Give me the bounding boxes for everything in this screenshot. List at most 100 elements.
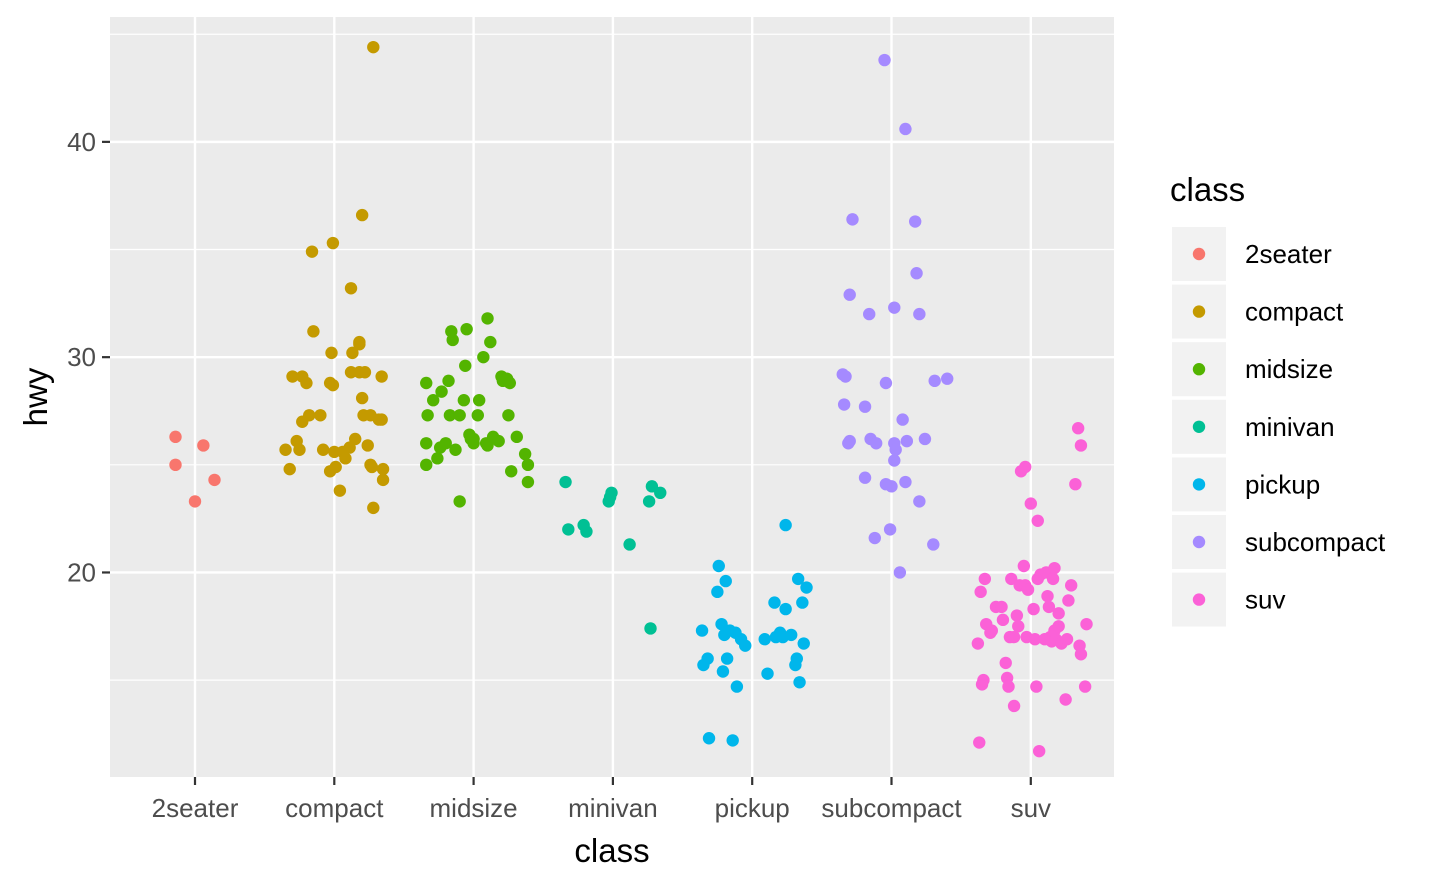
data-point <box>503 376 517 390</box>
data-point <box>726 734 739 747</box>
data-point <box>358 366 372 379</box>
data-point <box>472 394 486 407</box>
x-tick-label: subcompact <box>821 793 962 823</box>
data-point <box>1002 680 1015 693</box>
data-point <box>927 538 940 551</box>
x-tick-label: pickup <box>715 793 790 823</box>
data-point <box>1041 589 1054 603</box>
data-point <box>1064 579 1078 592</box>
data-point <box>562 523 575 536</box>
data-point <box>300 376 313 390</box>
data-point <box>889 443 902 456</box>
data-point <box>376 473 390 487</box>
data-point <box>928 374 941 388</box>
data-point <box>169 430 182 444</box>
y-axis-title: hwy <box>17 367 54 426</box>
data-point <box>843 434 856 448</box>
data-point <box>779 602 792 616</box>
data-point <box>1078 680 1092 693</box>
data-point <box>941 372 954 385</box>
data-point <box>361 439 374 452</box>
data-point <box>1028 633 1042 646</box>
data-point <box>355 391 369 405</box>
data-point <box>761 667 774 680</box>
data-point <box>325 346 338 360</box>
data-point <box>720 652 734 665</box>
data-point <box>435 385 448 398</box>
legend-label: minivan <box>1245 412 1335 442</box>
data-point <box>326 236 340 250</box>
data-point <box>365 460 379 474</box>
data-point <box>973 736 986 749</box>
data-point <box>443 409 457 422</box>
data-point <box>505 465 518 478</box>
data-point <box>286 370 299 383</box>
data-point <box>715 617 728 631</box>
data-point <box>518 447 532 461</box>
data-point <box>1052 620 1065 633</box>
legend-label: subcompact <box>1245 527 1386 557</box>
data-point <box>453 495 466 508</box>
data-point <box>837 398 851 411</box>
data-point <box>559 475 572 489</box>
data-point <box>879 376 893 390</box>
x-tick-label: compact <box>285 793 384 823</box>
data-point <box>974 585 987 599</box>
data-point <box>893 566 907 579</box>
data-point <box>305 245 319 258</box>
data-point <box>605 486 618 500</box>
legend-swatch <box>1192 247 1206 261</box>
data-point <box>843 288 856 301</box>
data-point <box>1080 617 1093 631</box>
data-point <box>431 452 444 465</box>
data-point <box>1048 561 1061 575</box>
data-point <box>477 350 490 364</box>
data-point <box>453 409 466 422</box>
legend-swatch <box>1192 363 1206 376</box>
data-point <box>314 409 327 422</box>
data-point <box>711 585 724 599</box>
legend-swatch <box>1192 305 1206 318</box>
data-point <box>1031 514 1044 527</box>
data-point <box>348 432 362 446</box>
data-point <box>353 335 366 349</box>
legend-label: compact <box>1245 297 1344 327</box>
data-point <box>1010 609 1024 622</box>
data-point <box>283 462 296 476</box>
data-point <box>839 370 852 383</box>
data-point <box>296 415 309 428</box>
data-point <box>188 495 202 508</box>
data-point <box>1012 620 1025 633</box>
data-point <box>492 434 505 448</box>
data-point <box>846 213 859 226</box>
data-point <box>768 596 781 609</box>
data-point <box>644 622 657 635</box>
data-point <box>290 434 303 448</box>
data-point <box>858 471 872 484</box>
data-point <box>695 624 709 637</box>
data-point <box>197 439 210 452</box>
data-point <box>521 458 535 472</box>
data-point <box>307 325 320 338</box>
data-point <box>739 639 752 652</box>
data-point <box>896 413 909 426</box>
data-point <box>995 600 1008 614</box>
data-point <box>1007 699 1021 713</box>
data-point <box>1069 477 1082 491</box>
y-axis: 20 30 40 <box>67 127 110 587</box>
data-point <box>1024 497 1038 510</box>
data-point <box>863 307 876 321</box>
data-point <box>1005 572 1018 586</box>
data-point <box>702 732 716 745</box>
data-point <box>442 374 455 388</box>
x-axis-title: class <box>574 832 649 869</box>
data-point <box>908 215 922 228</box>
y-tick-label: 40 <box>67 127 96 157</box>
data-point <box>779 518 792 532</box>
data-point <box>333 484 347 497</box>
grid-major <box>110 17 1114 777</box>
data-point <box>1052 607 1065 620</box>
data-point <box>913 495 926 508</box>
data-point <box>329 460 342 474</box>
